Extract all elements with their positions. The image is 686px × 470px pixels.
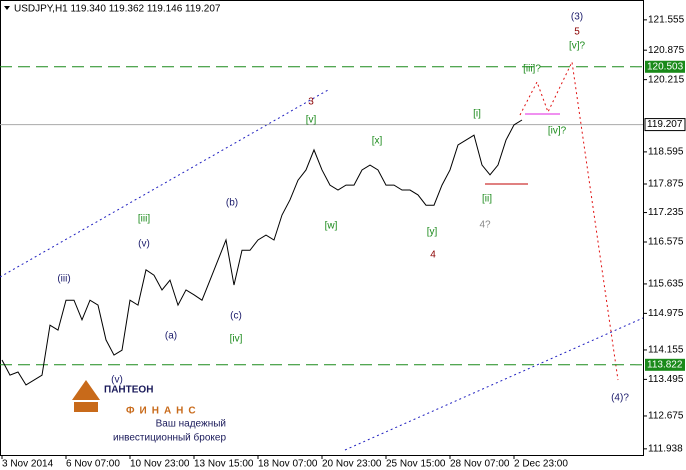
wave-label: 3 xyxy=(308,97,314,108)
wave-label: 4 xyxy=(430,250,436,261)
y-tick-label: 120.215 xyxy=(648,74,685,85)
level-box xyxy=(645,60,685,73)
logo-name: ПАНТЕОН xyxy=(104,385,153,396)
wave-label: (b) xyxy=(226,198,238,209)
wave-label: [iii] xyxy=(138,214,150,225)
level-box xyxy=(645,358,685,371)
wave-label: [iv]? xyxy=(548,126,567,137)
logo: ПАНТЕОН ФИНАНС Ваш надежный инвестиционн… xyxy=(72,380,226,444)
channel-lower xyxy=(344,317,644,451)
logo-icon xyxy=(72,380,100,412)
x-tick-label: 13 Nov 15:00 xyxy=(194,459,254,470)
wave-label: [v] xyxy=(306,115,317,126)
level-label: 113.822 xyxy=(647,359,683,370)
wave-label: [y] xyxy=(427,227,438,238)
y-tick-label: 114.975 xyxy=(648,308,684,319)
price-box xyxy=(644,118,686,132)
projection xyxy=(519,60,619,381)
x-tick-label: 2 Dec 23:00 xyxy=(514,459,568,470)
price-label: 119.207 xyxy=(647,119,683,130)
wave-label: (c) xyxy=(230,311,242,322)
x-tick-label: 10 Nov 23:00 xyxy=(130,459,190,470)
y-tick-label: 120.875 xyxy=(648,45,685,56)
y-tick-label: 117.875 xyxy=(648,179,684,190)
wave-label: [iv] xyxy=(230,334,243,345)
y-tick-label: 118.595 xyxy=(648,147,684,158)
wave-label: (4)? xyxy=(611,393,629,404)
wave-label: [i] xyxy=(473,109,481,120)
wave-label: (a) xyxy=(165,331,177,342)
y-tick-label: 121.555 xyxy=(648,14,685,25)
x-tick-label: 18 Nov 07:00 xyxy=(258,459,318,470)
menu-arrow xyxy=(4,6,10,10)
plot-frame xyxy=(0,0,644,456)
wave-label: (3) xyxy=(571,12,583,23)
y-tick-label: 115.635 xyxy=(648,279,684,290)
y-tick-label: 111.938 xyxy=(648,443,683,454)
wave-label: [v]? xyxy=(569,41,586,52)
level-label: 120.503 xyxy=(647,61,684,72)
wave-label: [x] xyxy=(372,136,383,147)
wave-label: (iii) xyxy=(57,274,70,285)
x-tick-label: 20 Nov 23:00 xyxy=(322,459,382,470)
wave-label: (v) xyxy=(138,239,150,250)
y-tick-label: 117.235 xyxy=(648,207,684,218)
x-tick-label: 25 Nov 15:00 xyxy=(386,459,446,470)
logo-line: инвестиционный брокер xyxy=(113,432,226,444)
logo-line: Ваш надежный xyxy=(156,419,226,430)
y-tick-label: 113.495 xyxy=(648,374,684,385)
y-tick-label: 114.155 xyxy=(648,345,684,356)
y-tick-label: 116.575 xyxy=(648,237,684,248)
x-tick-label: 6 Nov 07:00 xyxy=(66,459,120,470)
chart-title: USDJPY,H1 119.340 119.362 119.146 119.20… xyxy=(14,4,221,15)
wave-label: 4? xyxy=(479,220,491,231)
price-line-series xyxy=(1,119,523,386)
wave-label: [ii] xyxy=(482,194,492,205)
logo-sub: ФИНАНС xyxy=(126,406,201,417)
wave-label: [w] xyxy=(325,221,338,232)
y-tick-label: 112.675 xyxy=(648,411,684,422)
wave-label: [iii]? xyxy=(523,64,541,75)
wave-label: 5 xyxy=(574,27,580,38)
x-tick-label: 3 Nov 2014 xyxy=(2,459,54,470)
wave-label: (v) xyxy=(111,375,123,386)
x-tick-label: 28 Nov 07:00 xyxy=(450,459,510,470)
